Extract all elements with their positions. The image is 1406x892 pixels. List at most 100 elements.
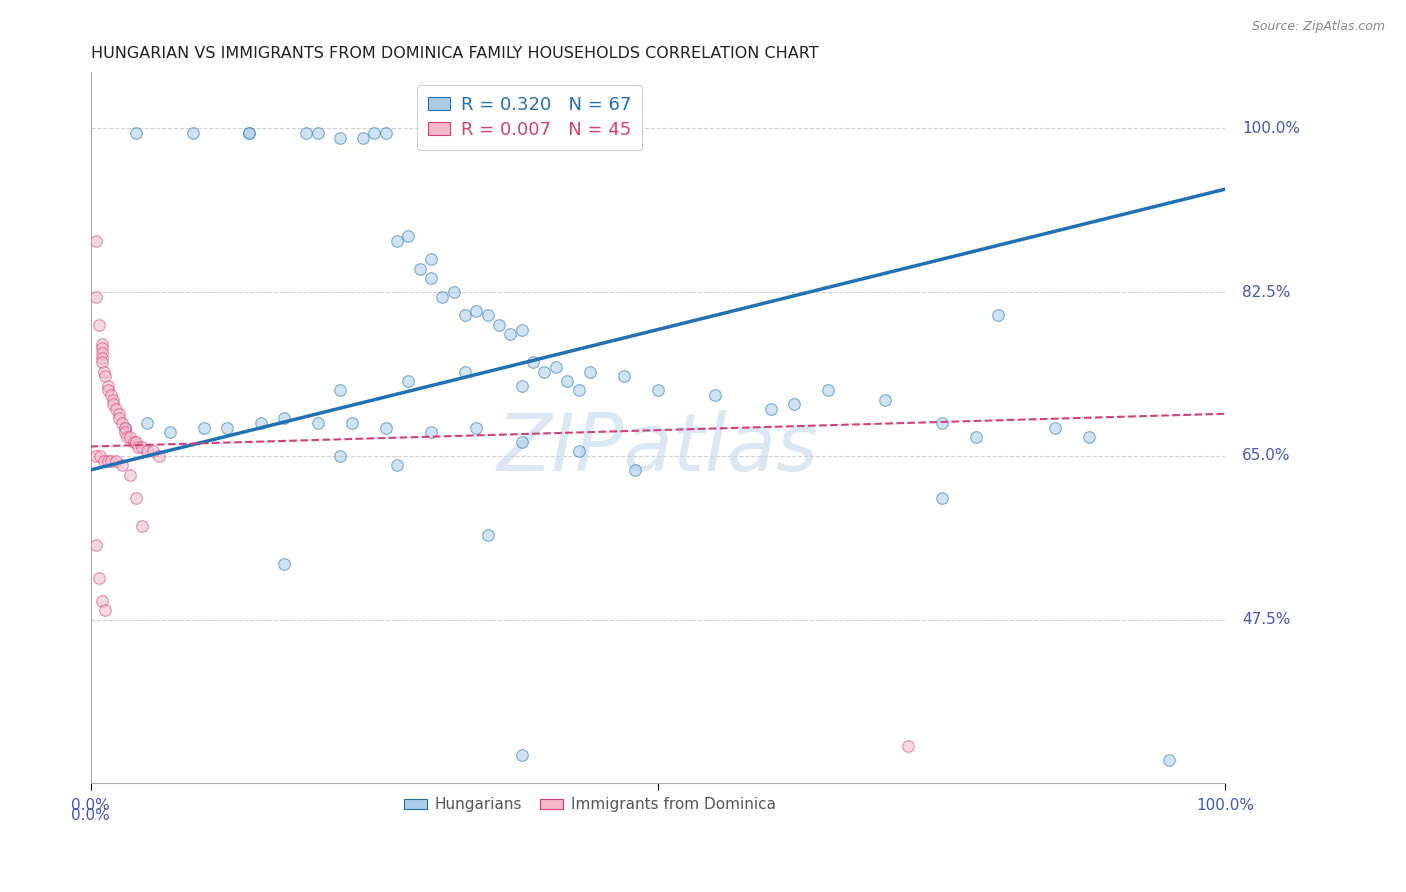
Text: 0.0%: 0.0%: [72, 808, 110, 823]
Point: [329, 130, 352, 145]
Point: [454, 309, 477, 323]
Point: [127, 440, 149, 454]
Point: [87, 570, 110, 584]
Text: 100.0%: 100.0%: [1197, 797, 1254, 813]
Point: [703, 388, 725, 402]
Point: [103, 397, 125, 411]
Point: [111, 458, 134, 473]
Point: [408, 261, 430, 276]
Point: [193, 421, 215, 435]
Point: [97, 378, 120, 392]
Text: 82.5%: 82.5%: [1243, 285, 1291, 300]
Point: [1078, 430, 1101, 444]
Point: [329, 384, 352, 398]
Point: [374, 421, 396, 435]
Point: [352, 130, 374, 145]
Point: [579, 365, 602, 379]
Point: [91, 341, 114, 355]
Point: [249, 416, 271, 430]
Point: [307, 416, 329, 430]
Point: [215, 421, 238, 435]
Legend: Hungarians, Immigrants from Dominica: Hungarians, Immigrants from Dominica: [398, 791, 782, 819]
Point: [499, 327, 522, 342]
Point: [100, 453, 122, 467]
Point: [238, 126, 260, 140]
Point: [510, 748, 533, 763]
Point: [94, 369, 117, 384]
Point: [396, 374, 419, 388]
Point: [114, 421, 136, 435]
Point: [91, 351, 114, 365]
Point: [567, 384, 589, 398]
Point: [89, 449, 111, 463]
Point: [148, 449, 170, 463]
Point: [987, 309, 1010, 323]
Point: [522, 355, 544, 369]
Point: [443, 285, 465, 299]
Point: [1157, 753, 1180, 767]
Point: [87, 318, 110, 332]
Point: [125, 126, 148, 140]
Text: HUNGARIAN VS IMMIGRANTS FROM DOMINICA FAMILY HOUSEHOLDS CORRELATION CHART: HUNGARIAN VS IMMIGRANTS FROM DOMINICA FA…: [90, 46, 818, 62]
Text: 100.0%: 100.0%: [1243, 120, 1301, 136]
Point: [567, 444, 589, 458]
Point: [136, 416, 159, 430]
Text: ZIPatlas: ZIPatlas: [496, 410, 820, 488]
Point: [533, 365, 555, 379]
Point: [761, 402, 783, 417]
Point: [465, 303, 488, 318]
Point: [125, 434, 148, 449]
Point: [396, 228, 419, 243]
Point: [510, 434, 533, 449]
Point: [488, 318, 510, 332]
Point: [91, 594, 114, 608]
Point: [136, 444, 159, 458]
Point: [131, 440, 153, 454]
Text: 47.5%: 47.5%: [1243, 612, 1291, 627]
Point: [385, 458, 408, 473]
Point: [120, 467, 142, 482]
Point: [477, 309, 499, 323]
Text: 0.0%: 0.0%: [72, 797, 110, 813]
Point: [91, 355, 114, 369]
Point: [432, 290, 454, 304]
Point: [181, 126, 204, 140]
Point: [374, 126, 396, 140]
Point: [624, 463, 647, 477]
Point: [100, 388, 122, 402]
Point: [97, 453, 120, 467]
Point: [1043, 421, 1066, 435]
Point: [817, 384, 839, 398]
Point: [104, 402, 127, 417]
Point: [115, 430, 138, 444]
Point: [420, 271, 443, 285]
Point: [783, 397, 806, 411]
Point: [544, 359, 567, 374]
Point: [91, 346, 114, 360]
Point: [965, 430, 987, 444]
Point: [91, 336, 114, 351]
Point: [477, 528, 499, 542]
Point: [896, 739, 918, 753]
Text: 65.0%: 65.0%: [1243, 449, 1291, 463]
Point: [295, 126, 318, 140]
Point: [931, 416, 953, 430]
Point: [97, 384, 120, 398]
Point: [114, 421, 136, 435]
Point: [111, 416, 134, 430]
Point: [873, 392, 896, 407]
Point: [329, 449, 352, 463]
Point: [613, 369, 636, 384]
Point: [465, 421, 488, 435]
Point: [340, 416, 363, 430]
Point: [108, 407, 131, 421]
Point: [385, 234, 408, 248]
Point: [273, 557, 295, 571]
Point: [510, 378, 533, 392]
Point: [420, 252, 443, 267]
Point: [93, 453, 115, 467]
Point: [103, 392, 125, 407]
Point: [647, 384, 669, 398]
Point: [131, 519, 153, 533]
Point: [159, 425, 181, 440]
